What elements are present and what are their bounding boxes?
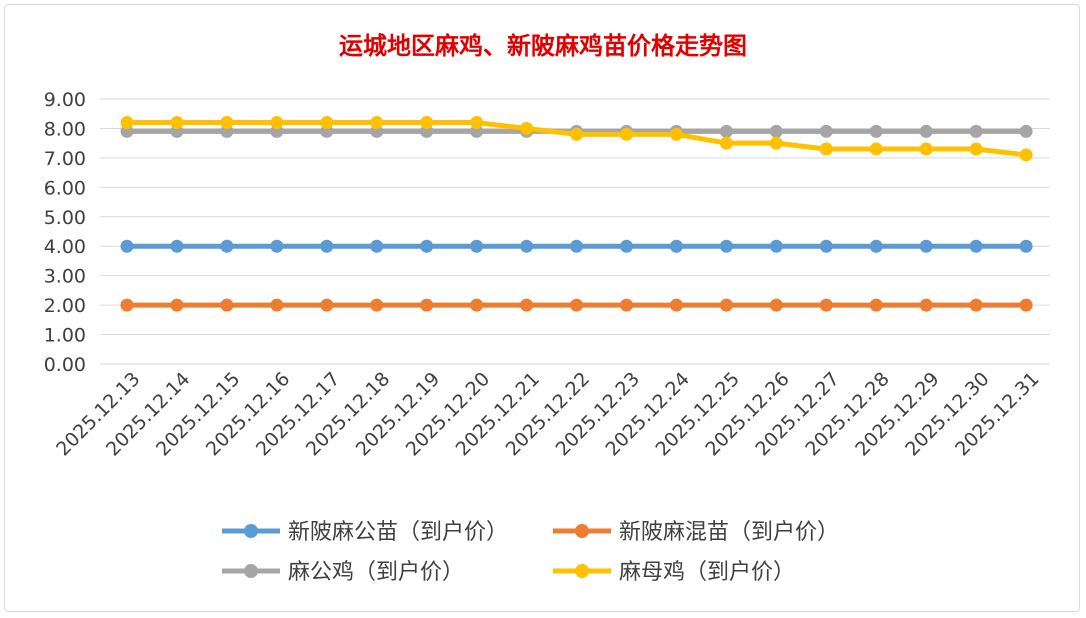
- data-point: [819, 239, 833, 253]
- chart-title: 运城地区麻鸡、新陂麻鸡苗价格走势图: [339, 32, 747, 60]
- data-point: [919, 142, 933, 156]
- legend-label: 麻母鸡（到户价）: [619, 560, 795, 585]
- data-point: [320, 298, 334, 312]
- data-point: [570, 127, 584, 141]
- data-point: [120, 298, 134, 312]
- data-point: [170, 239, 184, 253]
- data-point: [320, 116, 334, 130]
- data-point: [669, 127, 683, 141]
- data-point: [220, 116, 234, 130]
- data-point: [969, 298, 983, 312]
- data-point: [420, 116, 434, 130]
- y-tick-label: 7.00: [44, 148, 86, 170]
- data-point: [719, 124, 733, 138]
- data-point: [620, 239, 633, 253]
- data-point: [669, 298, 683, 312]
- data-point: [570, 239, 584, 253]
- legend-label: 麻公鸡（到户价）: [288, 560, 464, 585]
- data-point: [220, 239, 234, 253]
- data-point: [170, 298, 184, 312]
- data-point: [1019, 298, 1033, 312]
- data-point: [370, 298, 384, 312]
- data-point: [769, 136, 783, 150]
- data-point: [170, 116, 184, 130]
- legend-marker: [575, 564, 589, 578]
- data-point: [969, 142, 983, 156]
- data-point: [669, 239, 683, 253]
- data-point: [420, 239, 434, 253]
- data-point: [520, 298, 534, 312]
- data-point: [370, 239, 384, 253]
- data-point: [470, 239, 484, 253]
- data-point: [620, 298, 633, 312]
- data-point: [420, 298, 434, 312]
- data-point: [270, 239, 284, 253]
- data-point: [769, 239, 783, 253]
- data-point: [520, 239, 534, 253]
- data-point: [919, 298, 933, 312]
- data-point: [719, 298, 733, 312]
- legend-marker: [244, 524, 258, 538]
- data-point: [520, 121, 534, 135]
- data-point: [969, 239, 983, 253]
- data-point: [769, 124, 783, 138]
- y-tick-label: 8.00: [44, 118, 86, 140]
- data-point: [220, 298, 234, 312]
- legend-marker: [244, 564, 258, 578]
- legend-label: 新陂麻混苗（到户价）: [619, 520, 839, 545]
- y-tick-label: 4.00: [44, 236, 86, 258]
- data-point: [819, 142, 833, 156]
- data-point: [120, 239, 134, 253]
- data-point: [570, 298, 584, 312]
- data-point: [320, 239, 334, 253]
- data-point: [819, 298, 833, 312]
- y-tick-label: 3.00: [44, 266, 86, 288]
- y-tick-label: 6.00: [44, 177, 86, 199]
- data-point: [869, 298, 883, 312]
- data-point: [819, 124, 833, 138]
- data-point: [919, 124, 933, 138]
- chart-area: [4, 4, 1080, 612]
- data-point: [1019, 124, 1033, 138]
- y-tick-label: 2.00: [44, 295, 86, 317]
- data-point: [1019, 148, 1033, 162]
- data-point: [719, 136, 733, 150]
- legend-label: 新陂麻公苗（到户价）: [288, 520, 508, 545]
- data-point: [120, 116, 134, 130]
- data-point: [370, 116, 384, 130]
- y-tick-label: 1.00: [44, 325, 86, 347]
- data-point: [470, 116, 484, 130]
- data-point: [470, 298, 484, 312]
- data-point: [270, 116, 284, 130]
- data-point: [919, 239, 933, 253]
- data-point: [270, 298, 284, 312]
- legend-marker: [575, 524, 589, 538]
- data-point: [869, 124, 883, 138]
- data-point: [869, 239, 883, 253]
- data-point: [1019, 239, 1033, 253]
- data-point: [769, 298, 783, 312]
- y-tick-label: 9.00: [44, 89, 86, 111]
- data-point: [869, 142, 883, 156]
- y-tick-label: 0.00: [44, 354, 86, 376]
- y-tick-label: 5.00: [44, 207, 86, 229]
- data-point: [969, 124, 983, 138]
- data-point: [620, 127, 633, 141]
- data-point: [719, 239, 733, 253]
